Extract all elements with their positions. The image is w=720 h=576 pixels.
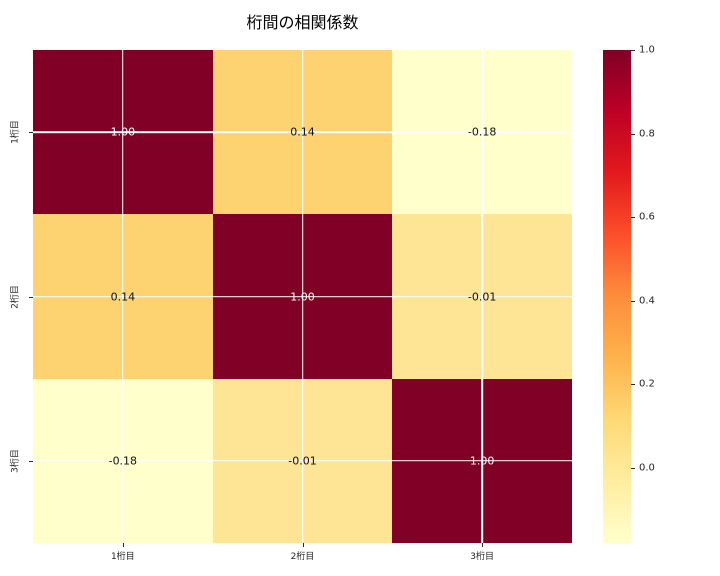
colorbar	[603, 50, 631, 543]
colorbar-tick-mark	[631, 217, 635, 219]
heatmap-cell	[212, 214, 393, 379]
chart-title: 桁間の相関係数	[246, 13, 359, 32]
colorbar-tick-label: 0.6	[639, 211, 655, 223]
colorbar-tick-mark	[631, 133, 635, 135]
colorbar-tick-label: 0.8	[639, 128, 655, 140]
heatmap-cell	[212, 50, 393, 215]
y-axis-tick-mark	[29, 296, 33, 298]
heatmap-cell	[33, 214, 213, 379]
x-axis-tick-mark	[482, 543, 484, 547]
x-axis-tick-label: 3桁目	[470, 552, 495, 562]
heatmap-cell	[33, 378, 213, 543]
y-axis-tick-label: 3桁目	[10, 448, 21, 473]
colorbar-tick-label: 1.0	[639, 44, 655, 56]
heatmap: 1.00 0.14 -0.18 0.14 1.00 -0.01 -0.18 -0.01 1.00	[33, 50, 572, 543]
colorbar-tick-label: 0.2	[639, 378, 655, 390]
colorbar-tick-mark	[631, 50, 635, 51]
x-axis-tick-label: 2桁目	[290, 552, 315, 562]
colorbar-tick-label: 0.0	[639, 462, 655, 474]
heatmap-cell	[392, 214, 572, 379]
x-axis-tick-mark	[122, 543, 124, 547]
colorbar-tick-mark	[631, 300, 635, 302]
heatmap-cell	[212, 378, 393, 543]
heatmap-cell	[392, 378, 572, 543]
y-axis-tick-mark	[29, 460, 33, 462]
y-axis-tick-label: 2桁目	[10, 284, 21, 309]
y-axis-tick-mark	[29, 132, 33, 134]
x-axis-tick-label: 1桁目	[110, 552, 135, 562]
y-axis-tick-label: 1桁目	[10, 120, 21, 145]
x-axis-tick-mark	[302, 543, 304, 547]
colorbar-tick-label: 0.4	[639, 295, 655, 307]
heatmap-cell	[33, 50, 213, 215]
colorbar-tick-mark	[631, 467, 635, 469]
heatmap-cell	[392, 50, 572, 215]
heatmap-grid	[33, 50, 572, 543]
colorbar-tick-mark	[631, 384, 635, 386]
